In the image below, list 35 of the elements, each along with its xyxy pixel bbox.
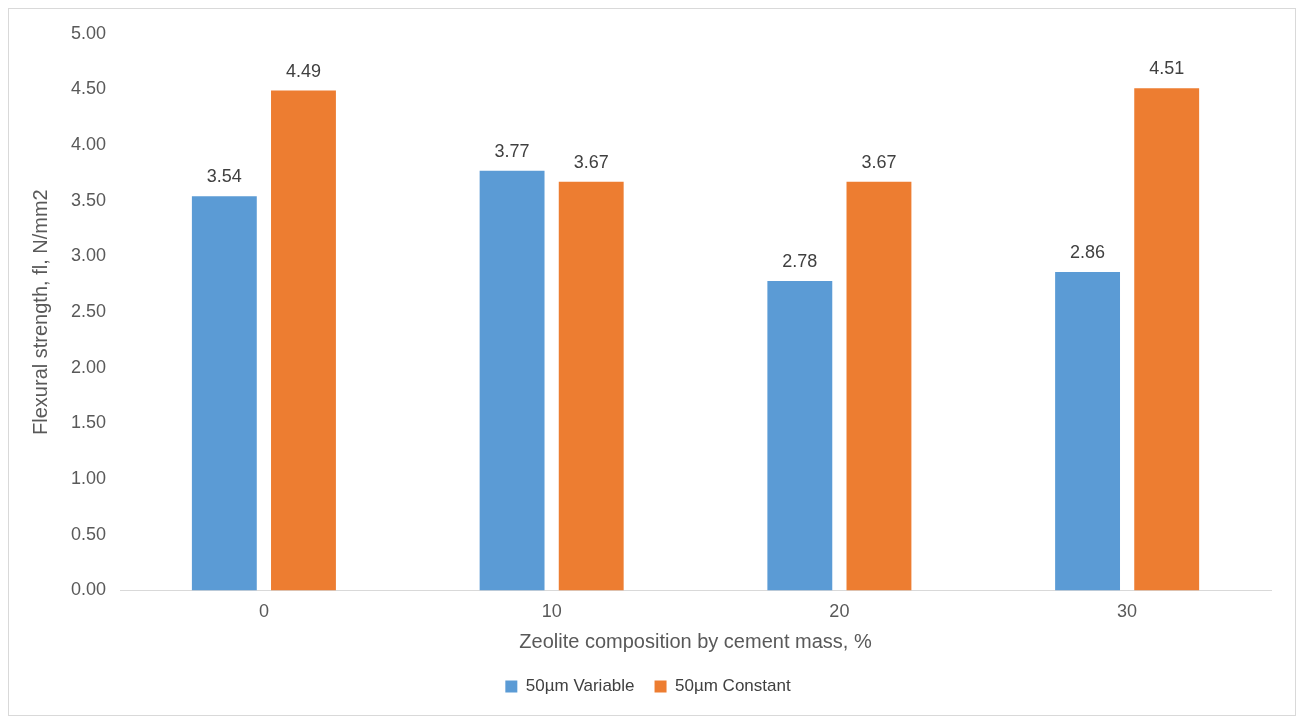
y-axis-title: Flexural strength, fl, N/mm2 bbox=[28, 189, 51, 435]
data-label: 3.67 bbox=[861, 151, 897, 172]
data-label: 3.54 bbox=[206, 166, 242, 187]
x-tick-label: 10 bbox=[541, 601, 562, 622]
y-tick-label: 0.50 bbox=[70, 523, 107, 544]
x-tick-label: 20 bbox=[829, 601, 850, 622]
y-tick-label: 4.00 bbox=[70, 134, 107, 155]
legend-label: 50µm Variable bbox=[525, 676, 635, 696]
bar bbox=[479, 170, 545, 591]
data-label: 4.49 bbox=[285, 60, 321, 81]
bar bbox=[767, 280, 833, 591]
data-label: 3.67 bbox=[573, 151, 609, 172]
legend-label: 50µm Constant bbox=[675, 676, 791, 696]
y-tick-label: 3.00 bbox=[70, 245, 107, 266]
data-label: 2.86 bbox=[1070, 241, 1106, 262]
bar bbox=[846, 181, 912, 591]
data-label: 4.51 bbox=[1149, 58, 1185, 79]
y-tick-label: 3.50 bbox=[70, 189, 107, 210]
y-tick-label: 5.00 bbox=[70, 22, 107, 43]
y-tick-label: 2.50 bbox=[70, 301, 107, 322]
bar bbox=[1134, 88, 1200, 591]
y-tick-label: 1.00 bbox=[70, 468, 107, 489]
data-label: 3.77 bbox=[494, 140, 530, 161]
x-tick-label: 30 bbox=[1117, 601, 1138, 622]
bar bbox=[1055, 272, 1121, 591]
y-tick-label: 1.50 bbox=[70, 412, 107, 433]
x-tick-label: 0 bbox=[258, 601, 269, 622]
bar bbox=[191, 196, 257, 591]
bar bbox=[271, 90, 336, 591]
x-axis-title: Zeolite composition by cement mass, % bbox=[519, 629, 872, 652]
y-tick-label: 0.00 bbox=[70, 579, 107, 600]
y-tick-label: 2.00 bbox=[70, 356, 107, 377]
y-tick-label: 4.50 bbox=[70, 78, 107, 99]
bar bbox=[558, 181, 624, 591]
data-label: 2.78 bbox=[782, 250, 818, 271]
